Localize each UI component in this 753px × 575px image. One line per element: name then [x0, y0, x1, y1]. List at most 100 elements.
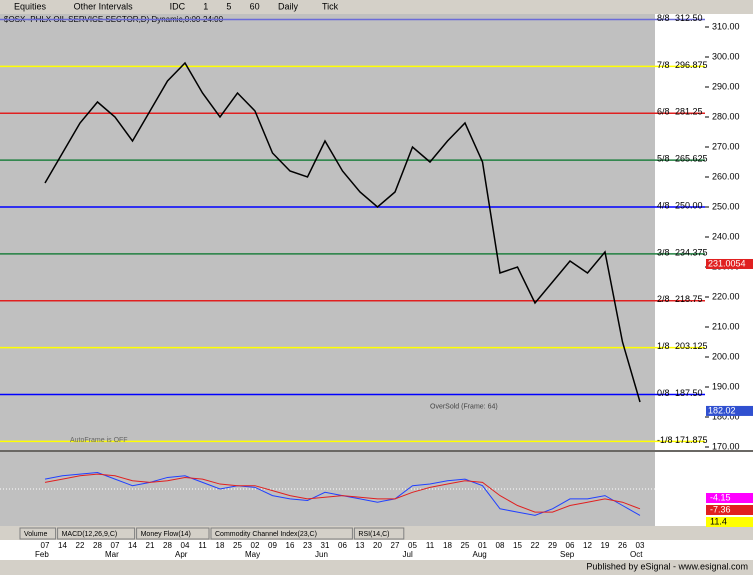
macd-value: -7.36 — [710, 504, 731, 514]
level-name: 8/8 — [657, 13, 670, 23]
x-tick-label: 01 — [478, 541, 487, 550]
x-tick-label: 08 — [496, 541, 505, 550]
toolbar-item[interactable]: 1 — [203, 1, 208, 11]
toolbar-item[interactable]: Daily — [278, 1, 299, 11]
x-tick-label: 13 — [356, 541, 365, 550]
date-axis — [0, 540, 753, 560]
x-tick-label: 28 — [93, 541, 102, 550]
x-tick-label: 28 — [163, 541, 172, 550]
level-value: 265.625 — [675, 154, 708, 164]
month-label: Feb — [35, 550, 49, 559]
level-value: 296.875 — [675, 60, 708, 70]
price-box-label: 182.02 — [708, 405, 736, 415]
level-name: 5/8 — [657, 154, 670, 164]
month-label: Apr — [175, 550, 188, 559]
annotation: OverSold (Frame: 64) — [430, 403, 498, 410]
x-tick-label: 22 — [76, 541, 85, 550]
month-label: Jun — [315, 550, 328, 559]
price-box — [706, 405, 753, 416]
x-tick-label: 22 — [531, 541, 540, 550]
tab-label[interactable]: Commodity Channel Index(23,C) — [215, 531, 317, 538]
tab[interactable] — [210, 527, 353, 540]
tab-label[interactable]: MACD(12,26,9,C) — [62, 531, 118, 538]
y-tick-label: 240.00 — [712, 231, 740, 241]
toolbar-item[interactable]: 60 — [250, 1, 260, 11]
tab[interactable] — [57, 527, 136, 540]
x-tick-label: 12 — [583, 541, 592, 550]
macd-value-box — [706, 493, 753, 503]
y-tick-label: 180.00 — [712, 411, 740, 421]
x-tick-label: 16 — [286, 541, 295, 550]
month-label: Mar — [105, 550, 119, 559]
x-tick-label: 09 — [268, 541, 277, 550]
toolbar-item[interactable]: Other Intervals — [74, 1, 134, 11]
level-value: 187.50 — [675, 388, 703, 398]
y-tick-label: 190.00 — [712, 381, 740, 391]
x-tick-label: 21 — [146, 541, 155, 550]
x-tick-label: 14 — [128, 541, 137, 550]
x-tick-label: 02 — [251, 541, 260, 550]
x-tick-label: 25 — [233, 541, 242, 550]
start-date: 01/21/11 — [2, 540, 33, 549]
macd-value: 11.4 — [710, 516, 727, 526]
x-tick-label: 03 — [636, 541, 645, 550]
level-name: 1/8 — [657, 341, 670, 351]
x-tick-label: 29 — [548, 541, 557, 550]
y-tick-label: 300.00 — [712, 51, 740, 61]
tab[interactable] — [353, 527, 405, 540]
x-tick-label: 06 — [566, 541, 575, 550]
y-tick-label: 220.00 — [712, 291, 740, 301]
x-tick-label: 07 — [111, 541, 120, 550]
level-name: 3/8 — [657, 247, 670, 257]
month-label: Aug — [473, 550, 487, 559]
level-name: 2/8 — [657, 294, 670, 304]
macd-value-box — [706, 517, 753, 527]
level-value: 281.25 — [675, 107, 703, 117]
month-label: May — [245, 550, 260, 559]
level-name: 4/8 — [657, 200, 670, 210]
macd-value: -4.15 — [710, 492, 731, 502]
tab[interactable] — [136, 527, 210, 540]
x-tick-label: 26 — [618, 541, 627, 550]
level-value: 171.875 — [675, 435, 708, 445]
x-tick-label: 04 — [181, 541, 190, 550]
x-tick-label: 07 — [41, 541, 50, 550]
toolbar-item[interactable]: Tick — [322, 1, 339, 11]
y-tick-label: 260.00 — [712, 171, 740, 181]
x-tick-label: 06 — [338, 541, 347, 550]
x-tick-label: 23 — [303, 541, 312, 550]
price-axis — [655, 14, 753, 450]
tab-label[interactable]: Money Flow(14) — [141, 531, 191, 538]
toolbar-item[interactable]: 5 — [226, 1, 231, 11]
price-box-label: 231.0054 — [708, 258, 746, 268]
x-tick-label: 11 — [198, 541, 207, 550]
month-label: Jul — [403, 550, 413, 559]
month-label: Oct — [630, 550, 643, 559]
y-tick-label: 280.00 — [712, 111, 740, 121]
x-tick-label: 11 — [426, 541, 435, 550]
price-line — [44, 61, 641, 403]
month-label: Sep — [560, 550, 575, 559]
annotation: AutoFrame is OFF — [70, 437, 128, 444]
level-value: 218.75 — [675, 294, 703, 304]
y-tick-label: 310.00 — [712, 21, 740, 31]
y-tick-label: 200.00 — [712, 351, 740, 361]
tab[interactable] — [19, 527, 57, 540]
x-tick-label: 31 — [321, 541, 330, 550]
x-tick-label: 19 — [601, 541, 610, 550]
y-tick-label: 290.00 — [712, 81, 740, 91]
footer: Published by eSignal - www.esignal.com — [586, 561, 748, 571]
x-tick-label: 18 — [443, 541, 452, 550]
level-value: 312.50 — [675, 13, 703, 23]
tab-label[interactable]: Volume — [24, 531, 47, 538]
tab-label[interactable]: RSI(14,C) — [358, 531, 389, 538]
y-tick-label: 270.00 — [712, 141, 740, 151]
toolbar-item[interactable]: IDC — [170, 1, 186, 11]
toolbar-item[interactable]: Equities — [14, 1, 47, 11]
x-tick-label: 05 — [408, 541, 417, 550]
x-tick-label: 15 — [513, 541, 522, 550]
toolbar — [0, 0, 753, 14]
x-tick-label: 18 — [216, 541, 225, 550]
x-tick-label: 14 — [58, 541, 67, 550]
